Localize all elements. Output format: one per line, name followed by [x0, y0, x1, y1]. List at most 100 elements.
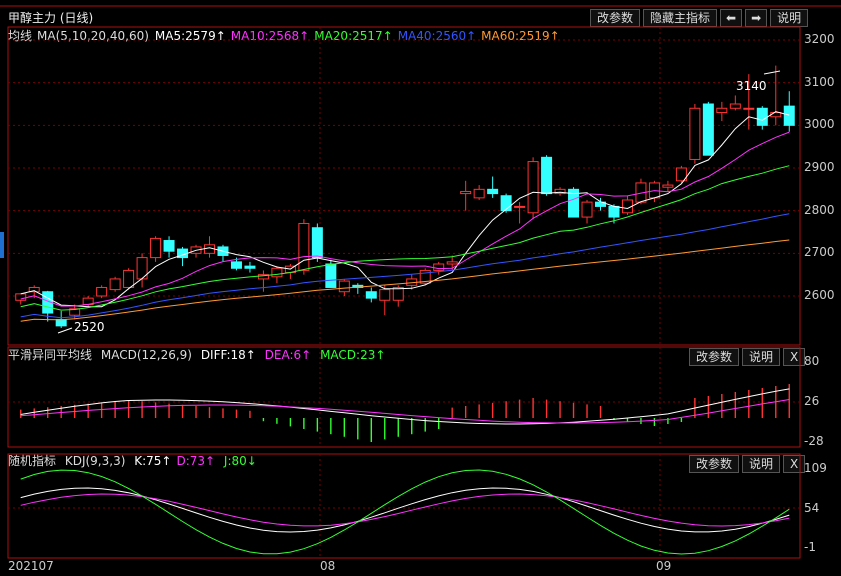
kdj-axis-tick: 54: [804, 501, 820, 515]
ma-line-ma40: [20, 213, 790, 319]
candle-body: [675, 167, 687, 182]
macd-dea-line: [20, 399, 790, 424]
macd-toolbar: 改参数 说明 X: [689, 348, 806, 366]
candle-body: [298, 222, 310, 271]
macd-header: 平滑异同平均线 MACD(12,26,9) DIFF:18↑ DEA:6↑ MA…: [8, 347, 390, 363]
price-axis-tick: 3100: [804, 74, 835, 89]
candle-body: [96, 286, 108, 297]
kdj-j-label: J:80↓: [223, 454, 257, 468]
kdj-toolbar: 改参数 说明 X: [689, 455, 806, 473]
candle-body: [150, 237, 162, 259]
candle-body: [28, 286, 40, 293]
ma-line-ma60: [20, 239, 790, 322]
candle-body: [419, 269, 431, 284]
price-axis-tick: 2900: [804, 160, 835, 174]
macd-diff-line: [20, 388, 790, 425]
candle-body: [514, 205, 526, 208]
candle-body: [69, 308, 81, 316]
candle-body: [541, 156, 553, 195]
low-annotation: 2520: [74, 320, 105, 334]
candle-body: [783, 105, 795, 126]
kdj-change-params-button[interactable]: 改参数: [689, 455, 740, 473]
candle-body: [15, 293, 27, 301]
low-annotation-line: [57, 327, 73, 334]
kdj-params: KDJ(9,3,3): [64, 454, 126, 468]
time-axis-label: 08: [320, 559, 336, 573]
candle-body: [446, 261, 458, 265]
time-axis-label: 09: [656, 559, 672, 573]
ma-line-ma20: [20, 165, 790, 311]
kdj-name: 随机指标: [8, 454, 57, 468]
ma-label-ma60: MA60:2519↑: [481, 29, 560, 43]
macd-axis-tick: -28: [804, 434, 824, 448]
macd-dea-label: DEA:6↑: [264, 348, 312, 362]
candle-body: [109, 278, 121, 291]
candle-body: [433, 263, 445, 271]
candle-body: [743, 107, 755, 110]
macd-change-params-button[interactable]: 改参数: [689, 348, 740, 366]
chart-title: 甲醇主力 (日线): [8, 11, 94, 25]
candle-body: [554, 188, 566, 195]
candle-body: [325, 263, 337, 288]
ma-label-ma40: MA40:2560↑: [397, 29, 477, 43]
high-annotation: 3140: [736, 79, 767, 93]
candle-body: [527, 161, 539, 214]
candle-body: [42, 291, 54, 314]
macd-params: MACD(12,26,9): [100, 348, 192, 362]
time-axis-label: 202107: [8, 559, 54, 573]
macd-axis-tick: 26: [804, 394, 820, 408]
candle-body: [163, 240, 175, 252]
candle-body: [379, 289, 391, 301]
kdj-d-line: [20, 493, 790, 527]
panel-frame-0: [7, 26, 801, 346]
kdj-header: 随机指标 KDJ(9,3,3) K:75↑ D:73↑ J:80↓: [8, 453, 262, 469]
candle-body: [473, 188, 485, 199]
price-axis-tick: 3200: [804, 32, 835, 46]
candle-body: [257, 274, 269, 280]
candle-body: [756, 107, 768, 126]
candle-body: [365, 291, 377, 299]
candle-body: [338, 280, 350, 293]
candle-body: [581, 201, 593, 218]
high-annotation-line: [763, 70, 781, 75]
panel-frame-1: [7, 346, 801, 448]
candle-body: [716, 107, 728, 114]
candle-body: [460, 190, 472, 195]
price-axis-tick: 2800: [804, 202, 835, 217]
candle-body: [392, 286, 404, 301]
kdj-j-line: [20, 469, 790, 555]
candle-body: [230, 261, 242, 269]
candle-body: [729, 103, 741, 109]
candle-body: [500, 195, 512, 212]
candle-body: [244, 265, 256, 269]
candle-body: [770, 112, 782, 118]
candle-body: [608, 205, 620, 218]
macd-help-button[interactable]: 说明: [742, 348, 781, 366]
candle-body: [123, 269, 135, 288]
candle-body: [55, 318, 67, 327]
price-axis-tick: 3000: [804, 117, 835, 132]
ma-line-ma10: [20, 131, 790, 307]
macd-name: 平滑异同平均线: [8, 348, 93, 362]
kdj-k-line: [20, 487, 790, 533]
price-axis-tick: 2700: [804, 245, 835, 260]
macd-value-label: MACD:23↑: [320, 348, 386, 362]
macd-diff-label: DIFF:18↑: [200, 348, 256, 362]
candle-body: [568, 188, 580, 218]
candle-body: [311, 227, 323, 259]
candle-body: [662, 184, 674, 188]
ma-line-ma5: [20, 111, 790, 308]
candle-body: [487, 188, 499, 195]
candle-body: [271, 267, 283, 278]
panel-frame-2: [7, 453, 801, 559]
candle-body: [702, 103, 714, 156]
kdj-axis-tick: 109: [804, 461, 827, 475]
main-toolbar: 改参数 隐藏主指标 ⬅ ➡ 说明: [590, 9, 809, 27]
kdj-help-button[interactable]: 说明: [742, 455, 781, 473]
price-axis-tick: 2600: [804, 288, 835, 302]
panel-resize-handle[interactable]: [0, 232, 4, 258]
candle-body: [689, 107, 701, 160]
kdj-axis-tick: -1: [804, 540, 816, 554]
macd-axis-tick: 80: [804, 354, 820, 368]
